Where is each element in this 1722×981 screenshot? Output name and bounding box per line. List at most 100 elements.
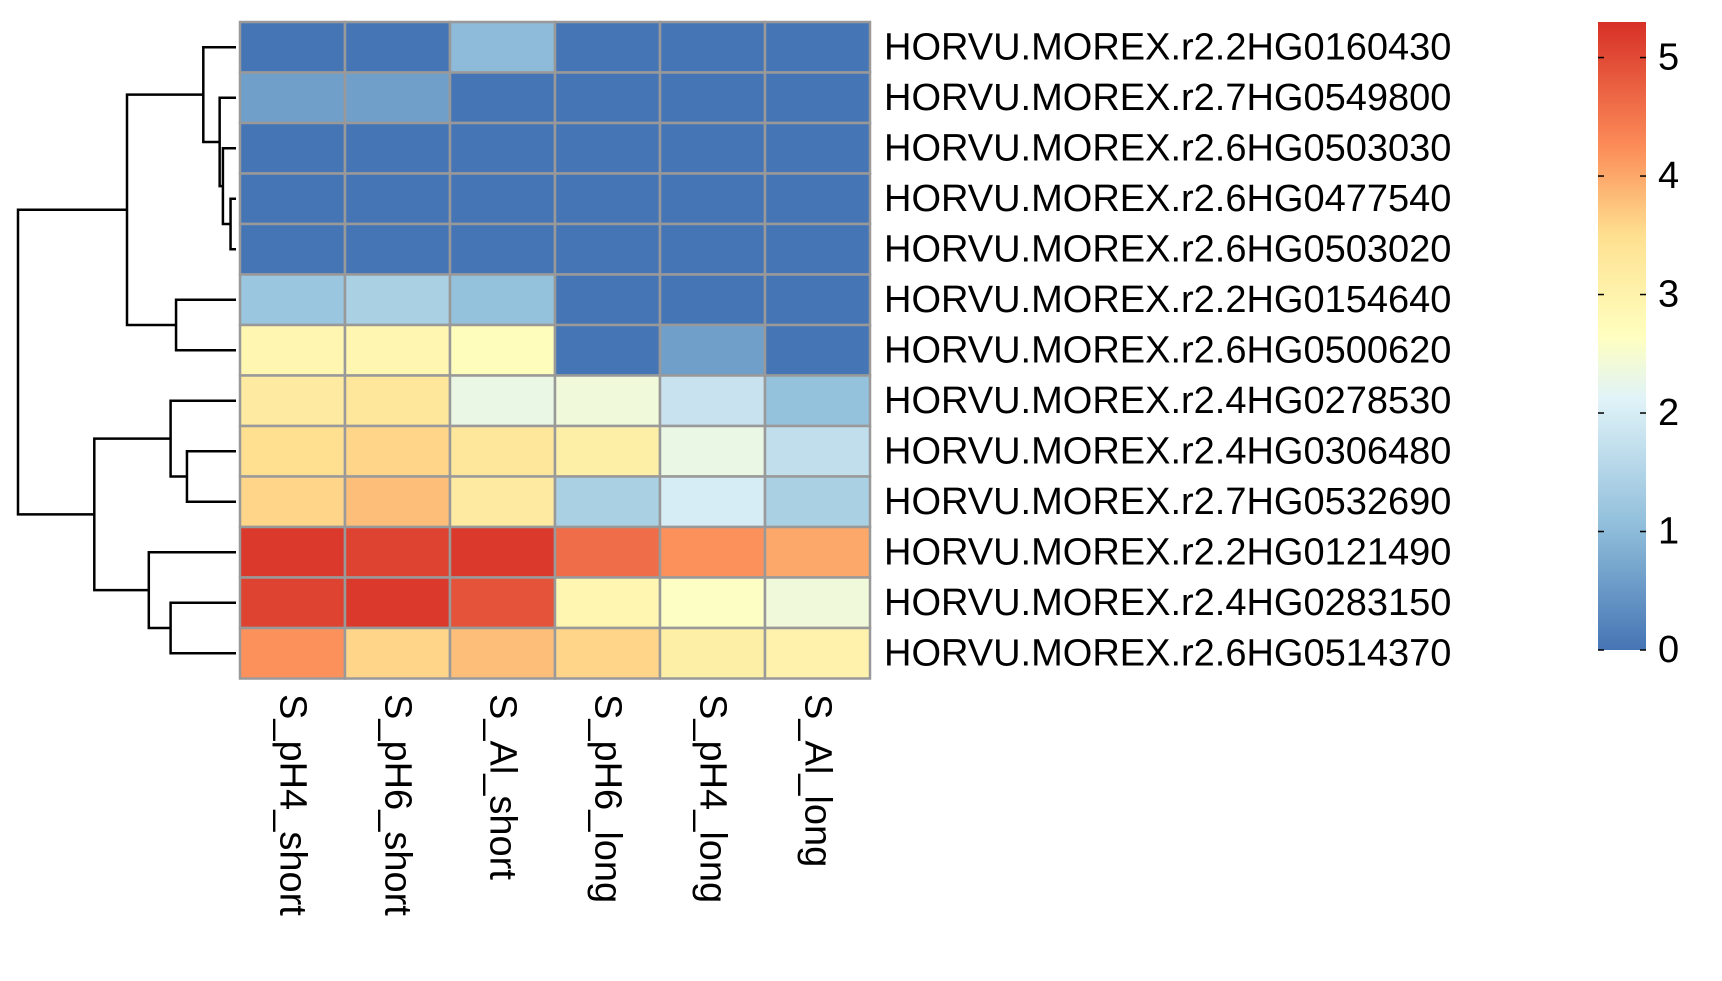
row-label: HORVU.MOREX.r2.6HG0477540: [884, 178, 1451, 220]
row-label: HORVU.MOREX.r2.7HG0532690: [884, 481, 1451, 523]
heatmap-cell: [343, 626, 452, 680]
row-label: HORVU.MOREX.r2.6HG0500620: [884, 329, 1451, 371]
heatmap-cell: [343, 273, 452, 327]
heatmap-cell: [763, 323, 872, 377]
heatmap-cell: [448, 172, 557, 226]
heatmap-cell: [763, 273, 872, 327]
heatmap-cell: [553, 374, 662, 428]
heatmap-cell: [238, 576, 347, 630]
heatmap-cell: [343, 475, 452, 529]
heatmap-cell: [658, 374, 767, 428]
row-label: HORVU.MOREX.r2.6HG0503030: [884, 127, 1451, 169]
row-label: HORVU.MOREX.r2.6HG0514370: [884, 632, 1451, 674]
heatmap-cell: [238, 475, 347, 529]
dendrogram-branch: [16, 208, 127, 516]
dendrogram-branch: [185, 450, 236, 503]
heatmap-cell: [238, 273, 347, 327]
row-label: HORVU.MOREX.r2.4HG0278530: [884, 380, 1451, 422]
heatmap-cell: [553, 576, 662, 630]
heatmap-cell: [658, 172, 767, 226]
heatmap-cell: [553, 424, 662, 478]
heatmap-cell: [343, 374, 452, 428]
heatmap-cell: [553, 323, 662, 377]
heatmap-cell: [343, 121, 452, 175]
dendrogram-branch: [93, 437, 171, 592]
row-label: HORVU.MOREX.r2.7HG0549800: [884, 77, 1451, 119]
heatmap-cell: [658, 626, 767, 680]
column-label: S_pH4_short: [272, 694, 314, 916]
heatmap-cell: [238, 222, 347, 276]
heatmap-cell: [448, 525, 557, 579]
heatmap-cell: [763, 626, 872, 680]
row-label: HORVU.MOREX.r2.2HG0154640: [884, 279, 1451, 321]
heatmap-cells: [238, 20, 872, 680]
heatmap-cell: [343, 71, 452, 125]
heatmap-cell: [763, 525, 872, 579]
dendrogram-branch: [174, 298, 236, 352]
heatmap-cell: [238, 424, 347, 478]
row-label: HORVU.MOREX.r2.6HG0503020: [884, 228, 1451, 270]
heatmap-cell: [658, 121, 767, 175]
heatmap-cell: [448, 626, 557, 680]
legend-tick-label: 4: [1658, 155, 1679, 197]
column-label: S_pH6_long: [587, 694, 629, 903]
color-legend-ticks: 0 1 2 3 4 5: [1598, 37, 1679, 671]
heatmap-cell: [658, 576, 767, 630]
heatmap-cell: [763, 576, 872, 630]
dendrogram-branch: [169, 601, 236, 655]
heatmap-cell: [658, 222, 767, 276]
heatmap-cell: [763, 172, 872, 226]
heatmap-cell: [238, 71, 347, 125]
heatmap-cell: [343, 323, 452, 377]
heatmap-cell: [343, 20, 452, 74]
heatmap-cell: [448, 121, 557, 175]
heatmap-cell: [238, 626, 347, 680]
heatmap-cell: [448, 424, 557, 478]
heatmap-cell: [448, 273, 557, 327]
heatmap-cell: [763, 20, 872, 74]
legend-tick-label: 2: [1658, 392, 1679, 434]
row-label: HORVU.MOREX.r2.2HG0121490: [884, 531, 1451, 573]
dendrogram-branch: [229, 197, 236, 251]
heatmap-cell: [763, 424, 872, 478]
heatmap-cell: [763, 222, 872, 276]
heatmap-cell: [763, 475, 872, 529]
column-label: S_Al_long: [797, 694, 839, 867]
heatmap-cell: [238, 525, 347, 579]
heatmap-cell: [448, 374, 557, 428]
heatmap-cell: [343, 222, 452, 276]
legend-tick-label: 3: [1658, 274, 1679, 316]
heatmap-cell: [343, 172, 452, 226]
heatmap-cell: [553, 71, 662, 125]
heatmap-cell: [553, 273, 662, 327]
heatmap-cell: [343, 424, 452, 478]
dendrogram-branch: [147, 551, 236, 630]
heatmap-cell: [553, 121, 662, 175]
column-label: S_pH6_short: [377, 694, 419, 916]
heatmap-cell: [448, 20, 557, 74]
heatmap-cell: [343, 576, 452, 630]
column-labels: S_pH4_short S_pH6_short S_Al_short S_pH6_lo…: [272, 694, 839, 916]
heatmap-cell: [763, 374, 872, 428]
legend-tick-label: 5: [1658, 37, 1679, 79]
heatmap-cell: [238, 172, 347, 226]
heatmap-cell: [448, 222, 557, 276]
heatmap-cell: [238, 374, 347, 428]
heatmap-cell: [343, 525, 452, 579]
heatmap-cell: [553, 475, 662, 529]
legend-tick-label: 1: [1658, 511, 1679, 553]
heatmap-cell: [763, 71, 872, 125]
heatmap-cell: [658, 475, 767, 529]
heatmap-cell: [658, 71, 767, 125]
column-label: S_Al_short: [482, 694, 524, 880]
heatmap-cell: [238, 20, 347, 74]
row-label: HORVU.MOREX.r2.2HG0160430: [884, 26, 1451, 68]
heatmap-cell: [238, 121, 347, 175]
heatmap-cell: [448, 323, 557, 377]
color-legend-bar: [1598, 22, 1646, 650]
legend-tick-label: 0: [1658, 629, 1679, 671]
color-legend: 0 1 2 3 4 5: [1598, 22, 1679, 671]
dendrogram-branch: [169, 399, 236, 478]
row-labels: HORVU.MOREX.r2.2HG0160430 HORVU.MOREX.r2.…: [884, 26, 1451, 674]
